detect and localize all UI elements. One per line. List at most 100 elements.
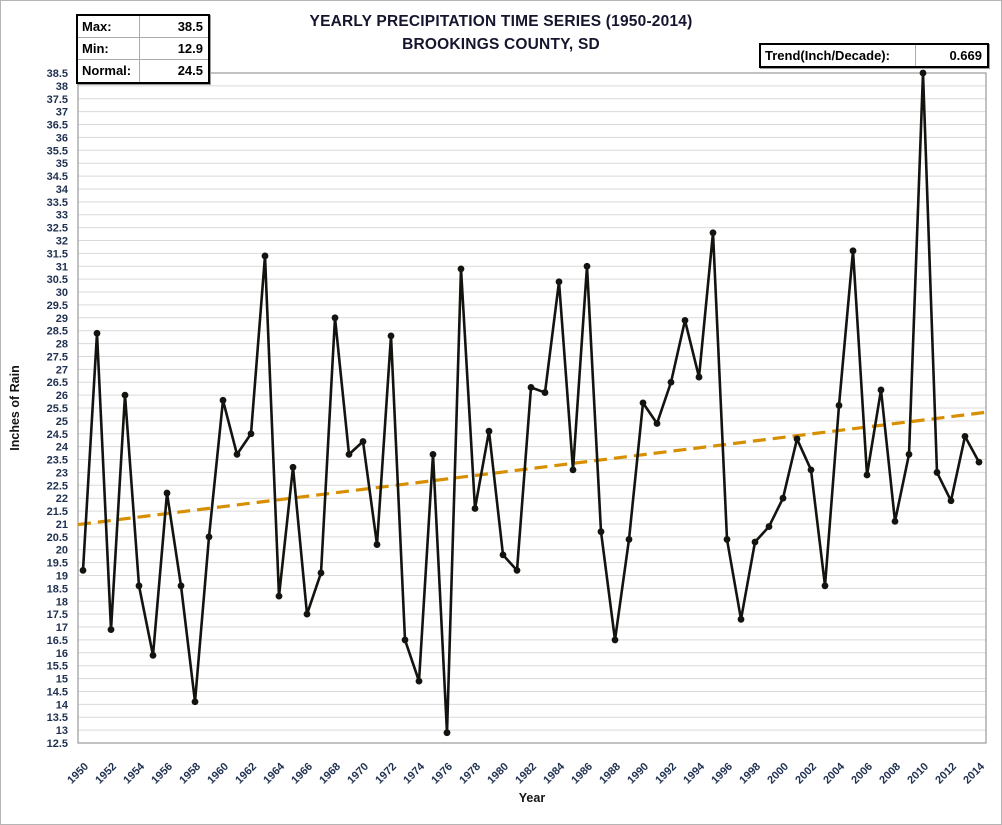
y-tick-label: 36 xyxy=(56,132,68,144)
data-point-1991 xyxy=(653,420,661,427)
data-point-1987 xyxy=(597,528,605,536)
x-tick-label: 1988 xyxy=(597,761,623,787)
y-tick-label: 37.5 xyxy=(47,94,68,106)
y-tick-label: 13 xyxy=(56,725,68,737)
data-point-1964 xyxy=(275,592,283,600)
x-tick-label: 1956 xyxy=(149,761,175,787)
y-tick-label: 21.5 xyxy=(47,506,68,518)
data-point-2004 xyxy=(835,402,843,409)
data-point-1957 xyxy=(177,582,185,590)
y-tick-label: 18.5 xyxy=(47,583,68,595)
data-point-1982 xyxy=(527,383,535,391)
data-point-1976 xyxy=(443,729,451,737)
data-point-2013 xyxy=(961,432,969,440)
data-point-1969 xyxy=(345,450,353,458)
stats-max-value: 38.5 xyxy=(140,16,208,38)
data-point-2014 xyxy=(975,458,983,466)
y-tick-label: 38.5 xyxy=(47,68,68,80)
data-point-1960 xyxy=(219,396,227,404)
data-point-1968 xyxy=(331,314,339,322)
y-axis-title: Inches of Rain xyxy=(8,365,22,450)
x-tick-label: 1964 xyxy=(261,760,287,786)
y-tick-label: 25 xyxy=(56,416,68,428)
y-tick-label: 29 xyxy=(56,313,68,325)
data-point-1961 xyxy=(233,450,241,458)
data-point-2012 xyxy=(947,497,955,505)
y-tick-label: 19 xyxy=(56,571,68,583)
x-tick-label: 1968 xyxy=(317,761,343,787)
data-point-2008 xyxy=(891,517,899,525)
data-point-1986 xyxy=(583,262,591,270)
y-tick-label: 26.5 xyxy=(47,377,68,389)
y-tick-label: 31 xyxy=(56,261,68,273)
data-point-1979 xyxy=(485,427,493,435)
y-tick-label: 22.5 xyxy=(47,480,68,492)
x-tick-label: 1954 xyxy=(121,760,147,786)
y-tick-label: 28 xyxy=(56,339,68,351)
data-point-1965 xyxy=(289,463,297,471)
y-tick-label: 24 xyxy=(56,442,69,454)
x-tick-label: 1972 xyxy=(373,761,399,787)
data-point-1955 xyxy=(149,651,157,659)
data-point-1971 xyxy=(373,541,381,548)
x-tick-label: 1994 xyxy=(681,760,707,786)
stats-min-label: Min: xyxy=(78,38,140,60)
data-point-2011 xyxy=(933,469,941,476)
data-point-2006 xyxy=(863,471,871,479)
y-tick-label: 32 xyxy=(56,236,68,248)
x-tick-label: 1952 xyxy=(93,761,119,787)
y-tick-label: 14.5 xyxy=(47,686,68,698)
y-tick-label: 15.5 xyxy=(47,661,68,673)
x-tick-label: 1982 xyxy=(513,761,539,787)
y-tick-label: 33.5 xyxy=(47,197,68,209)
trend-value: 0.669 xyxy=(949,48,982,63)
x-tick-label: 2006 xyxy=(849,761,875,787)
data-point-1973 xyxy=(401,636,409,644)
x-tick-label: 1958 xyxy=(177,761,203,787)
x-tick-label: 2012 xyxy=(933,761,959,787)
data-point-1975 xyxy=(429,450,437,458)
data-point-2009 xyxy=(905,450,913,458)
y-tick-label: 33 xyxy=(56,210,68,222)
data-point-1952 xyxy=(107,626,115,634)
y-tick-label: 12.5 xyxy=(47,738,68,750)
data-point-2003 xyxy=(821,582,829,590)
data-point-2005 xyxy=(849,247,857,255)
y-tick-label: 37 xyxy=(56,107,68,119)
y-tick-label: 28.5 xyxy=(47,326,68,338)
y-tick-label: 19.5 xyxy=(47,558,68,570)
y-tick-label: 35 xyxy=(56,158,68,170)
stats-normal-value: 24.5 xyxy=(177,63,203,78)
data-point-1983 xyxy=(541,389,549,396)
data-point-1956 xyxy=(163,489,171,497)
y-tick-label: 20.5 xyxy=(47,532,68,544)
y-tick-label: 30.5 xyxy=(47,274,68,286)
x-tick-label: 1996 xyxy=(709,761,735,787)
data-point-2010 xyxy=(919,69,927,77)
data-point-1954 xyxy=(135,582,143,590)
data-point-1951 xyxy=(93,329,101,337)
data-point-2007 xyxy=(877,386,885,394)
data-point-1974 xyxy=(415,677,423,685)
data-point-1996 xyxy=(723,536,731,543)
x-tick-label: 2004 xyxy=(821,760,847,786)
data-point-1992 xyxy=(667,378,675,386)
y-tick-label: 17.5 xyxy=(47,609,68,621)
x-axis-title: Year xyxy=(519,791,546,805)
y-tick-label: 17 xyxy=(56,622,68,634)
stats-max-label: Max: xyxy=(78,16,140,38)
data-point-1993 xyxy=(681,316,689,324)
x-tick-label: 1998 xyxy=(737,761,763,787)
x-tick-label: 1966 xyxy=(289,761,315,787)
x-tick-label: 1978 xyxy=(457,761,483,787)
y-tick-label: 16.5 xyxy=(47,635,68,647)
data-point-1967 xyxy=(317,569,325,577)
x-tick-label: 2008 xyxy=(877,761,903,787)
y-tick-label: 36.5 xyxy=(47,120,68,132)
data-point-1962 xyxy=(247,430,255,438)
y-tick-label: 35.5 xyxy=(47,145,68,157)
data-point-1950 xyxy=(79,566,87,574)
y-tick-label: 27.5 xyxy=(47,351,68,363)
data-point-1978 xyxy=(471,505,479,512)
